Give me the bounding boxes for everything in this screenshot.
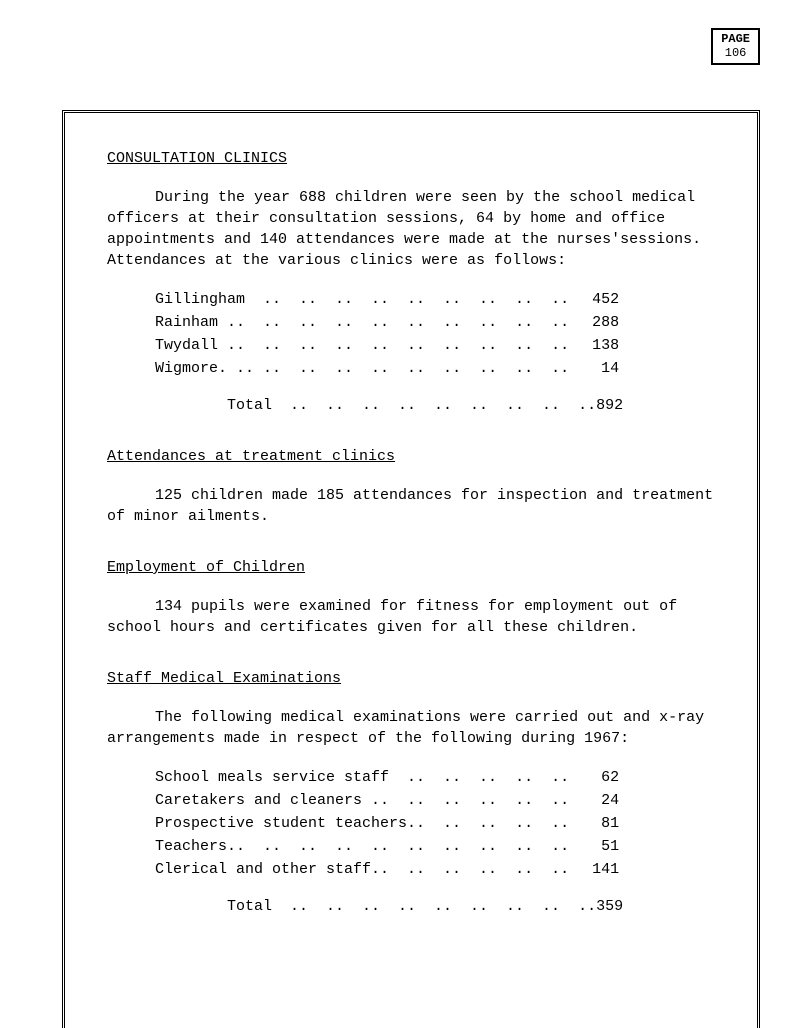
heading-staff-medical: Staff Medical Examinations bbox=[107, 668, 727, 689]
heading-consultation: CONSULTATION CLINICS bbox=[107, 148, 727, 169]
data-value: 51 bbox=[569, 836, 619, 857]
data-label: Teachers.. .. .. .. .. bbox=[155, 836, 407, 857]
data-value: 288 bbox=[569, 312, 619, 333]
total-label: Total bbox=[227, 397, 272, 414]
data-value: 62 bbox=[569, 767, 619, 788]
data-dots: .. .. .. .. .. .. .. .. .. bbox=[254, 358, 569, 379]
page-number: 106 bbox=[721, 46, 750, 60]
data-value: 24 bbox=[569, 790, 619, 811]
data-dots: .. .. .. .. .. bbox=[407, 813, 569, 834]
total-row: Total .. .. .. .. .. .. .. .. ..892 bbox=[227, 395, 727, 416]
section-attendances: Attendances at treatment clinics 125 chi… bbox=[107, 446, 727, 527]
data-dots: .. .. .. .. .. bbox=[407, 790, 569, 811]
total-value: 892 bbox=[596, 397, 623, 414]
heading-employment: Employment of Children bbox=[107, 557, 727, 578]
data-row: Twydall .. .. .. .. .. .. .. .. .. ..138 bbox=[155, 335, 727, 356]
total-dots: .. .. .. .. .. .. .. .. .. bbox=[272, 898, 596, 915]
data-row: Teachers.. .. .. .. .. .. .. .. .. .. 51 bbox=[155, 836, 727, 857]
data-dots: .. .. .. .. .. .. .. .. .. bbox=[254, 312, 569, 333]
data-dots: .. .. .. .. .. bbox=[407, 767, 569, 788]
data-label: Gillingham bbox=[155, 289, 245, 310]
paragraph-staff-medical-intro: The following medical examinations were … bbox=[107, 707, 727, 749]
document-frame: CONSULTATION CLINICS During the year 688… bbox=[62, 110, 760, 1028]
data-dots: .. .. .. .. .. .. .. .. .. bbox=[245, 289, 569, 310]
section-staff-medical: Staff Medical Examinations The following… bbox=[107, 668, 727, 917]
data-label: Twydall .. bbox=[155, 335, 254, 356]
total-row: Total .. .. .. .. .. .. .. .. ..359 bbox=[227, 896, 727, 917]
paragraph-employment: 134 pupils were examined for fitness for… bbox=[107, 596, 727, 638]
paragraph-consultation-intro: During the year 688 children were seen b… bbox=[107, 187, 727, 271]
data-value: 138 bbox=[569, 335, 619, 356]
data-row: Rainham .. .. .. .. .. .. .. .. .. ..288 bbox=[155, 312, 727, 333]
data-dots: .. .. .. .. .. .. .. .. .. bbox=[254, 335, 569, 356]
total-dots: .. .. .. .. .. .. .. .. .. bbox=[272, 397, 596, 414]
data-value: 14 bbox=[569, 358, 619, 379]
heading-attendances: Attendances at treatment clinics bbox=[107, 446, 727, 467]
data-value: 81 bbox=[569, 813, 619, 834]
page-label: PAGE bbox=[721, 32, 750, 46]
data-row: School meals service staff .. .. .. .. .… bbox=[155, 767, 727, 788]
data-label: Clerical and other staff.. bbox=[155, 859, 407, 880]
data-value: 452 bbox=[569, 289, 619, 310]
data-label: Prospective student teachers bbox=[155, 813, 407, 834]
data-row: Wigmore. .. .. .. .. .. .. .. .. .. .. 1… bbox=[155, 358, 727, 379]
section-employment: Employment of Children 134 pupils were e… bbox=[107, 557, 727, 638]
section-consultation: CONSULTATION CLINICS During the year 688… bbox=[107, 148, 727, 416]
data-dots: .. .. .. .. .. bbox=[407, 859, 569, 880]
data-label: School meals service staff bbox=[155, 767, 407, 788]
data-value: 141 bbox=[569, 859, 619, 880]
total-value: 359 bbox=[596, 898, 623, 915]
data-row: Clerical and other staff.. .. .. .. .. .… bbox=[155, 859, 727, 880]
paragraph-attendances: 125 children made 185 attendances for in… bbox=[107, 485, 727, 527]
data-label: Caretakers and cleaners .. bbox=[155, 790, 407, 811]
data-row: Prospective student teachers.. .. .. .. … bbox=[155, 813, 727, 834]
data-row: Caretakers and cleaners .. .. .. .. .. .… bbox=[155, 790, 727, 811]
page-number-box: PAGE 106 bbox=[711, 28, 760, 65]
data-label: Rainham .. bbox=[155, 312, 254, 333]
total-label: Total bbox=[227, 898, 272, 915]
data-row: Gillingham .. .. .. .. .. .. .. .. ..452 bbox=[155, 289, 727, 310]
data-label: Wigmore. .. bbox=[155, 358, 254, 379]
data-dots: .. .. .. .. .. bbox=[407, 836, 569, 857]
